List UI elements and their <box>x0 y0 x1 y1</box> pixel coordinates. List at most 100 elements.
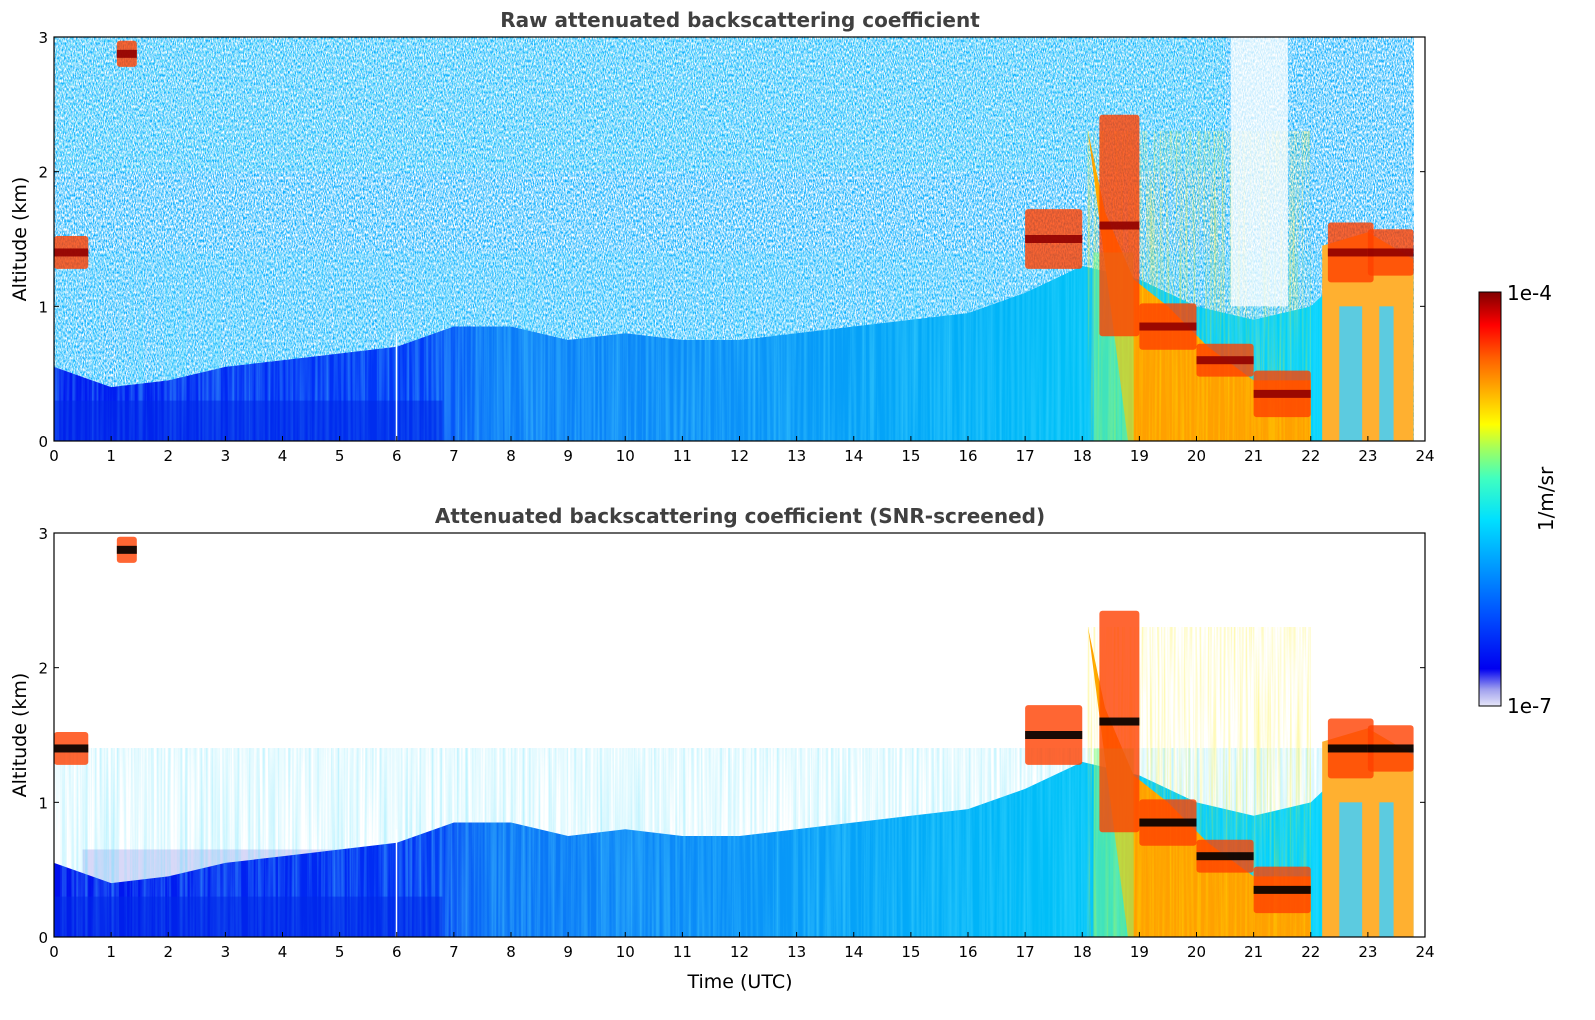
y-tick-label: 3 <box>38 525 48 543</box>
x-tick-label: 19 <box>1130 943 1149 961</box>
x-tick-label: 1 <box>106 447 116 465</box>
cloud-core <box>1139 818 1197 827</box>
x-tick-label: 19 <box>1130 447 1149 465</box>
precipitation-texture <box>1087 627 1311 937</box>
x-tick-label: 5 <box>335 943 345 961</box>
cloud-core <box>1196 356 1254 365</box>
cloud-core <box>1367 248 1414 257</box>
evening-gap <box>1339 306 1363 441</box>
heatmap-image <box>54 533 1425 937</box>
raw-backscatter-panel: 0 1 2 3 4 5 6 7 8 9 10 11 12 13 14 15 16 17 18 19 20 21 22 23 24… <box>38 29 1434 465</box>
data-gap-line <box>395 333 398 441</box>
surface-layer <box>54 400 443 441</box>
colorbar-min-label: 1e-7 <box>1507 694 1552 718</box>
cloud-core <box>1025 235 1083 243</box>
x-tick-label: 0 <box>49 447 59 465</box>
evening-gap <box>1379 802 1394 937</box>
x-tick-label: 4 <box>278 447 288 465</box>
x-tick-label: 16 <box>958 943 977 961</box>
y-tick-label: 3 <box>38 29 48 47</box>
cloud-core <box>54 248 89 257</box>
x-tick-label: 15 <box>901 447 920 465</box>
top-y-axis-label: Altitude (km) <box>9 177 31 302</box>
x-tick-label: 17 <box>1016 447 1035 465</box>
x-tick-label: 16 <box>958 447 977 465</box>
bottom-chart-title: Attenuated backscattering coefficient (S… <box>435 504 1045 528</box>
x-tick-label: 22 <box>1301 943 1320 961</box>
x-tick-label: 11 <box>673 447 692 465</box>
noise-field-upper <box>54 37 1226 172</box>
x-tick-label: 12 <box>730 447 749 465</box>
x-tick-label: 7 <box>449 447 459 465</box>
cloud-core <box>1253 389 1311 398</box>
x-tick-label: 1 <box>106 943 116 961</box>
y-tick-label: 1 <box>38 794 48 812</box>
x-tick-label: 20 <box>1187 943 1206 961</box>
x-tick-label: 15 <box>901 943 920 961</box>
x-tick-label: 8 <box>506 943 516 961</box>
x-tick-label: 13 <box>787 943 806 961</box>
x-tick-label: 21 <box>1244 447 1263 465</box>
cloud-core <box>54 744 89 753</box>
colorbar: 1e-4 1e-7 1/m/sr <box>1478 281 1558 718</box>
evening-gap <box>1379 306 1394 441</box>
x-tick-label: 20 <box>1187 447 1206 465</box>
x-tick-label: 22 <box>1301 447 1320 465</box>
cloud-core <box>1253 885 1311 894</box>
x-tick-label: 24 <box>1415 943 1434 961</box>
colorbar-max-label: 1e-4 <box>1507 281 1552 305</box>
y-tick-label: 1 <box>38 298 48 316</box>
x-tick-label: 23 <box>1358 943 1377 961</box>
x-tick-label: 2 <box>163 943 173 961</box>
x-tick-label: 6 <box>392 943 402 961</box>
x-tick-label: 10 <box>616 943 635 961</box>
cloud-core <box>1196 852 1254 861</box>
x-tick-label: 4 <box>278 943 288 961</box>
y-tick-label: 0 <box>38 929 48 947</box>
x-tick-label: 0 <box>49 943 59 961</box>
cloud-core <box>116 545 137 554</box>
boundary-layer-texture <box>54 252 1414 441</box>
cloud-core <box>1367 744 1414 753</box>
x-tick-label: 3 <box>221 447 231 465</box>
boundary-layer-texture <box>54 748 1414 937</box>
x-tick-label: 18 <box>1073 943 1092 961</box>
heatmap-image <box>54 37 1425 441</box>
cloud-core <box>1099 717 1140 726</box>
cloud-core <box>1099 221 1140 230</box>
colorbar-scale <box>1478 291 1502 707</box>
x-tick-label: 18 <box>1073 447 1092 465</box>
x-tick-label: 3 <box>221 943 231 961</box>
precipitation-texture <box>1087 131 1311 441</box>
x-tick-label: 7 <box>449 943 459 961</box>
top-chart-title: Raw attenuated backscattering coefficien… <box>500 8 980 32</box>
y-tick-label: 0 <box>38 433 48 451</box>
data-gap-line <box>395 829 398 937</box>
x-tick-label: 9 <box>563 447 573 465</box>
x-tick-label: 6 <box>392 447 402 465</box>
screened-backscatter-panel: 0 1 2 3 4 5 6 7 8 9 10 11 12 13 14 15 16 17 18 19 20 21 22 23 24… <box>38 525 1434 961</box>
y-tick-label: 2 <box>38 660 48 678</box>
x-tick-label: 8 <box>506 447 516 465</box>
cloud-core <box>116 49 137 58</box>
x-tick-label: 24 <box>1415 447 1434 465</box>
x-tick-label: 13 <box>787 447 806 465</box>
x-tick-label: 23 <box>1358 447 1377 465</box>
colorbar-unit-label: 1/m/sr <box>1534 466 1558 531</box>
cloud-core <box>1139 322 1197 331</box>
x-tick-label: 9 <box>563 943 573 961</box>
bottom-x-axis-label: Time (UTC) <box>686 971 792 993</box>
x-tick-label: 11 <box>673 943 692 961</box>
x-tick-label: 12 <box>730 943 749 961</box>
bottom-y-axis-label: Altitude (km) <box>9 673 31 798</box>
y-tick-label: 2 <box>38 164 48 182</box>
x-tick-label: 17 <box>1016 943 1035 961</box>
x-tick-label: 5 <box>335 447 345 465</box>
x-tick-label: 10 <box>616 447 635 465</box>
cloud-core <box>1025 731 1083 739</box>
evening-gap <box>1339 802 1363 937</box>
x-tick-label: 14 <box>844 943 863 961</box>
surface-layer <box>54 896 443 937</box>
x-tick-label: 21 <box>1244 943 1263 961</box>
